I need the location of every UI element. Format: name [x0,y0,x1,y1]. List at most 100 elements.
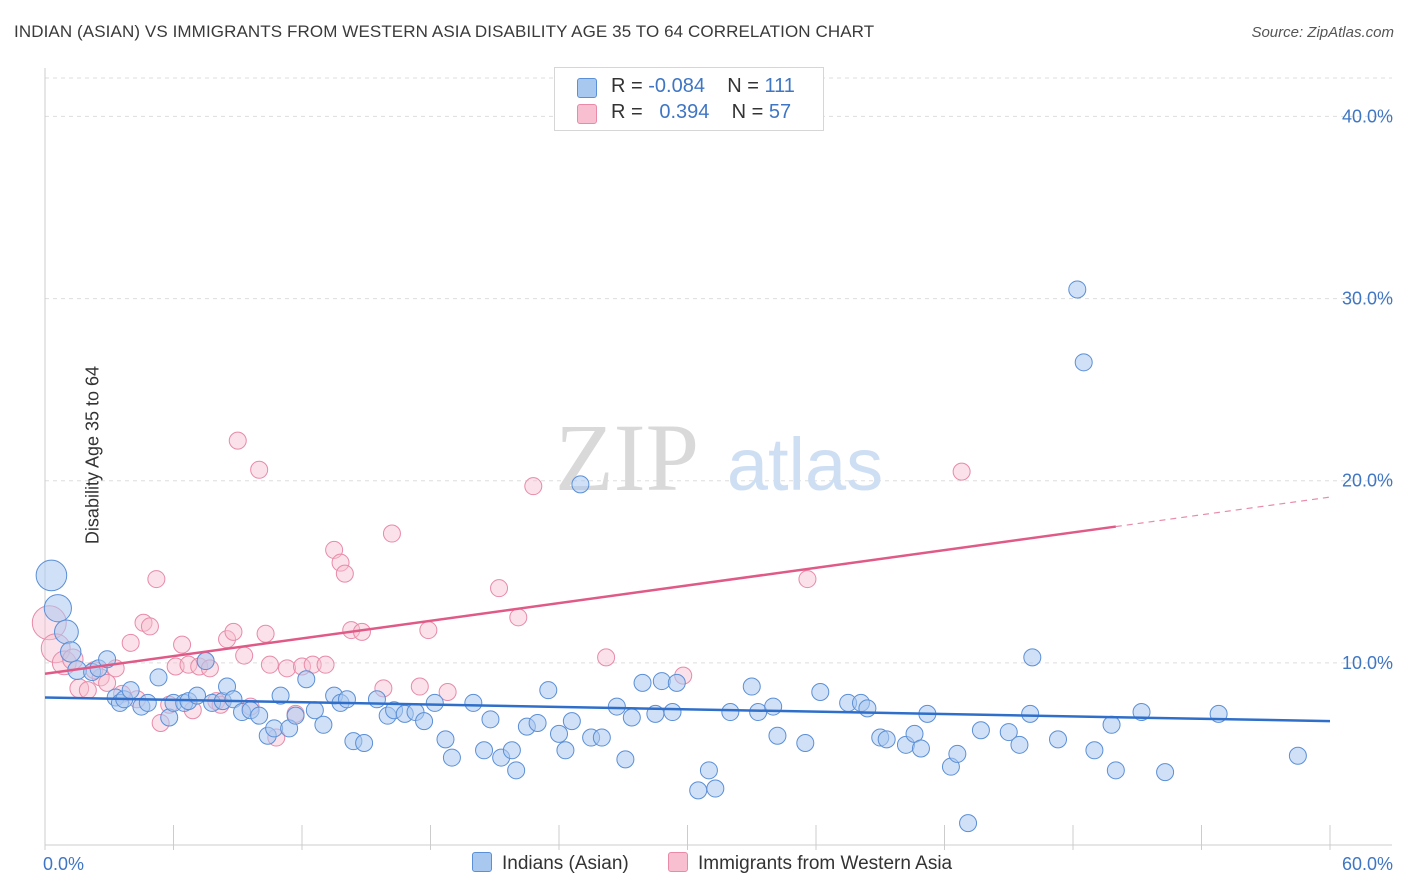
point-indians-asian [138,693,157,712]
point-indians-asian [481,710,500,729]
tick-labels: 10.0% 20.0% 30.0% 40.0% 0.0% 60.0% [43,106,1393,874]
point-indians-asian [286,706,305,725]
point-western-asia [524,477,543,496]
point-western-asia [224,622,243,641]
legend-swatch-blue [577,78,597,98]
n-value: 111 [764,75,795,97]
y-axis-label-text: Disability Age 35 to 64 [82,365,103,545]
y-tick-label: 20.0% [1342,471,1393,491]
point-western-asia [98,673,117,692]
point-indians-asian [999,723,1018,742]
point-western-asia [235,646,254,665]
point-indians-asian [1068,280,1087,299]
trend-lines [44,496,1331,723]
point-western-asia [250,460,269,479]
point-indians-asian [877,730,896,749]
point-western-asia [278,659,297,678]
point-indians-asian [250,706,269,725]
y-axis-label: Disability Age 35 to 64 [83,366,104,544]
point-indians-asian [54,619,79,645]
y-tick-label: 10.0% [1342,653,1393,673]
r-label: R = [611,75,649,97]
point-indians-asian [556,741,575,760]
axes [44,68,1392,850]
point-indians-asian [271,686,290,705]
point-western-asia [121,633,140,652]
point-western-asia [410,677,429,696]
point-indians-asian [699,761,718,780]
point-indians-asian [706,779,725,798]
y-tick-label: 30.0% [1342,289,1393,309]
point-indians-asian [475,741,494,760]
point-indians-asian [539,681,558,700]
point-western-asia [509,608,528,627]
point-indians-asian [652,672,671,691]
y-tick-label: 40.0% [1342,106,1393,126]
watermark-atlas: atlas [727,423,883,506]
point-indians-asian [1021,704,1040,723]
point-western-asia [260,655,279,674]
point-indians-asian [1288,746,1307,765]
n-label: N = [727,75,765,97]
point-indians-asian [1156,763,1175,782]
point-indians-asian [265,719,284,738]
point-western-asia [952,462,971,481]
point-indians-asian [442,748,461,767]
point-indians-asian [689,781,708,800]
point-western-asia [335,564,354,583]
grid-lines [45,77,1392,664]
point-indians-asian [337,690,356,709]
point-indians-asian [948,744,967,763]
point-indians-asian [616,750,635,769]
legend-stats-western-asia: R = 0.394 N = 57 [611,101,791,124]
point-indians-asian [663,703,682,722]
point-indians-asian [811,683,830,701]
point-western-asia [331,553,350,572]
n-label: N = [731,101,769,123]
point-western-asia [147,570,166,589]
correlation-legend: R = -0.084 N = 111 R = 0.394 N = 57 [554,67,824,131]
trend-line-western-asia [44,525,1117,676]
point-indians-asian [1049,730,1068,749]
bottom-legend-label-western-asia: Immigrants from Western Asia [698,853,953,874]
point-indians-asian [43,594,72,623]
point-indians-asian [562,712,581,731]
x-tick-label: 60.0% [1342,854,1393,874]
point-indians-asian [971,721,990,740]
point-indians-asian [528,713,547,732]
point-western-asia [173,635,192,654]
point-indians-asian [436,730,455,749]
n-value: 57 [768,101,792,123]
point-indians-asian [571,475,590,494]
point-western-asia [256,624,275,643]
point-indians-asian [959,814,978,833]
trend-line-indians-asian [44,696,1331,723]
r-value: -0.084 [648,75,705,97]
point-indians-asian [464,693,483,712]
point-western-asia [798,570,817,589]
point-indians-asian [59,641,82,663]
point-indians-asian [305,701,324,720]
legend-swatch-pink [577,104,597,124]
point-indians-asian [1106,761,1125,780]
bottom-legend-swatch-pink [668,852,688,872]
point-indians-asian [297,670,316,689]
source-label: Source: ZipAtlas.com [1251,24,1394,41]
point-indians-asian [721,703,740,722]
point-indians-asian [121,681,140,700]
point-indians-asian [607,697,626,716]
point-indians-asian [858,699,877,718]
point-indians-asian [35,559,68,592]
point-western-asia [228,431,247,450]
watermark-zip: ZIP [555,404,699,511]
point-indians-asian [355,734,374,752]
point-indians-asian [622,708,641,727]
point-indians-asian [1085,741,1104,760]
point-indians-asian [1010,735,1029,754]
point-indians-asian [796,734,815,752]
bottom-legend-label-indians: Indians (Asian) [502,853,629,874]
point-indians-asian [742,677,761,696]
r-value: 0.394 [659,101,710,123]
point-indians-asian [1074,353,1093,372]
